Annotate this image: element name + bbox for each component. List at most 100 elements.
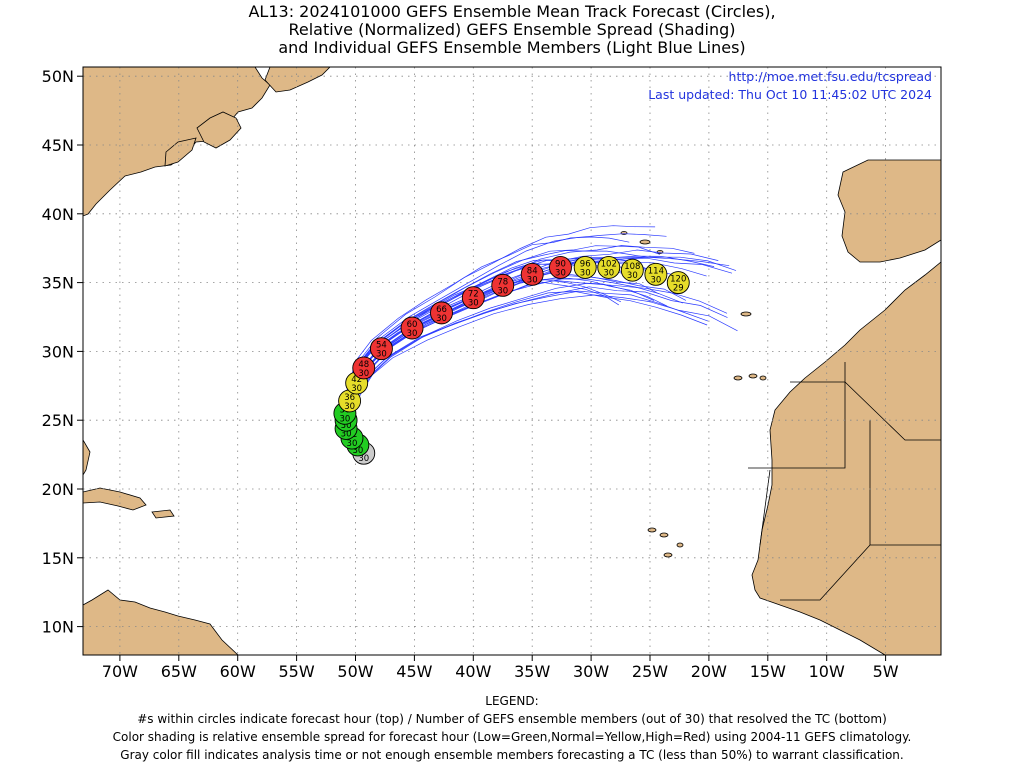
title-line-1: AL13: 2024101000 GEFS Ensemble Mean Trac… xyxy=(248,2,776,21)
x-tick-label: 40W xyxy=(455,662,491,681)
legend-heading: LEGEND: xyxy=(485,694,539,708)
member-count-label: 30 xyxy=(603,268,614,278)
forecast-hour-label: 102 xyxy=(601,259,617,269)
x-tick-label: 20W xyxy=(691,662,727,681)
x-tick-label: 5W xyxy=(873,662,899,681)
member-count-label: 29 xyxy=(673,284,684,294)
member-count-label: 30 xyxy=(436,314,447,324)
track-circle xyxy=(573,256,597,279)
y-tick-label: 50N xyxy=(42,67,74,86)
member-count-label: 30 xyxy=(358,454,369,464)
x-tick-label: 55W xyxy=(279,662,315,681)
x-tick-label: 15W xyxy=(750,662,786,681)
title-line-3: and Individual GEFS Ensemble Members (Li… xyxy=(278,38,746,57)
track-circle xyxy=(461,286,485,310)
credit-last-updated: Last updated: Thu Oct 10 11:45:02 UTC 20… xyxy=(648,87,932,102)
forecast-hour-label: 36 xyxy=(344,393,355,403)
y-tick-label: 40N xyxy=(42,205,74,224)
legend-line-1: #s within circles indicate forecast hour… xyxy=(137,712,887,726)
plot-frame xyxy=(82,66,942,656)
member-count-label: 30 xyxy=(555,268,566,278)
track-circle xyxy=(549,256,572,279)
land-hispaniola xyxy=(83,487,147,511)
land-north-america xyxy=(83,67,271,217)
x-tick-label: 45W xyxy=(396,662,432,681)
grid-lines xyxy=(83,67,941,655)
land-iberia xyxy=(837,159,941,263)
x-tick-label: 25W xyxy=(632,662,668,681)
member-count-label: 30 xyxy=(358,369,369,379)
track-circle xyxy=(369,337,393,361)
member-count-label: 30 xyxy=(341,421,352,431)
credit-url[interactable]: http://moe.met.fsu.edu/tcspread xyxy=(728,69,932,84)
y-tick-label: 20N xyxy=(42,480,74,499)
land-puerto-rico xyxy=(151,509,175,519)
country-borders xyxy=(748,362,941,601)
mean-track: 0306301230183024303030363042304830543060… xyxy=(333,256,690,465)
track-circle xyxy=(352,356,376,380)
forecast-hour-label: 48 xyxy=(358,360,369,370)
forecast-hour-label: 60 xyxy=(407,320,418,330)
x-tick-label: 35W xyxy=(514,662,550,681)
track-circle xyxy=(644,262,668,286)
member-count-label: 30 xyxy=(580,268,591,278)
member-count-label: 30 xyxy=(376,350,387,360)
x-tick-label: 70W xyxy=(102,662,138,681)
member-count-label: 30 xyxy=(344,402,355,412)
title-line-2: Relative (Normalized) GEFS Ensemble Spre… xyxy=(288,20,736,39)
x-axis: 70W 65W 60W 55W 50W 45W 40W 35W 30W 25W 20W 15W 10W 5… xyxy=(102,655,899,681)
forecast-hour-label: 84 xyxy=(527,266,538,276)
track-circle xyxy=(620,258,644,282)
land-africa xyxy=(751,261,941,655)
member-count-label: 30 xyxy=(347,439,358,449)
legend-line-3: Gray color fill indicates analysis time … xyxy=(120,748,904,762)
y-tick-label: 45N xyxy=(42,136,74,155)
member-count-label: 30 xyxy=(468,299,479,309)
y-tick-label: 35N xyxy=(42,274,74,293)
track-circle xyxy=(491,273,515,297)
land-newfoundland xyxy=(196,111,242,149)
member-count-label: 30 xyxy=(339,414,350,424)
member-count-label: 30 xyxy=(650,275,661,285)
legend-line-2: Color shading is relative ensemble sprea… xyxy=(112,730,912,744)
y-tick-label: 15N xyxy=(42,549,74,568)
land-south-america xyxy=(83,589,239,655)
forecast-hour-label: 72 xyxy=(468,290,479,300)
track-circle xyxy=(430,301,453,325)
member-count-label: 30 xyxy=(341,429,352,439)
y-tick-label: 10N xyxy=(42,618,74,637)
member-count-label: 30 xyxy=(527,275,538,285)
forecast-hour-label: 54 xyxy=(376,341,387,351)
land-florida xyxy=(83,439,91,476)
track-circle xyxy=(597,256,621,279)
forecast-hour-label: 90 xyxy=(555,259,566,269)
forecast-hour-label: 96 xyxy=(580,259,591,269)
member-count-label: 30 xyxy=(407,329,418,339)
x-tick-label: 10W xyxy=(809,662,845,681)
y-tick-label: 30N xyxy=(42,342,74,361)
forecast-hour-label: 42 xyxy=(351,375,362,385)
y-axis: 50N 45N 40N 35N 30N 25N 20N 15N 10N xyxy=(42,67,83,637)
track-circle xyxy=(520,262,544,286)
land-labrador xyxy=(264,67,331,93)
member-count-label: 30 xyxy=(497,286,508,296)
x-tick-label: 30W xyxy=(573,662,609,681)
member-count-label: 30 xyxy=(351,384,362,394)
x-tick-label: 50W xyxy=(337,662,373,681)
forecast-hour-label: 78 xyxy=(497,277,508,287)
member-count-label: 30 xyxy=(627,271,638,281)
forecast-hour-label: 108 xyxy=(624,262,640,272)
track-circle xyxy=(666,271,690,295)
